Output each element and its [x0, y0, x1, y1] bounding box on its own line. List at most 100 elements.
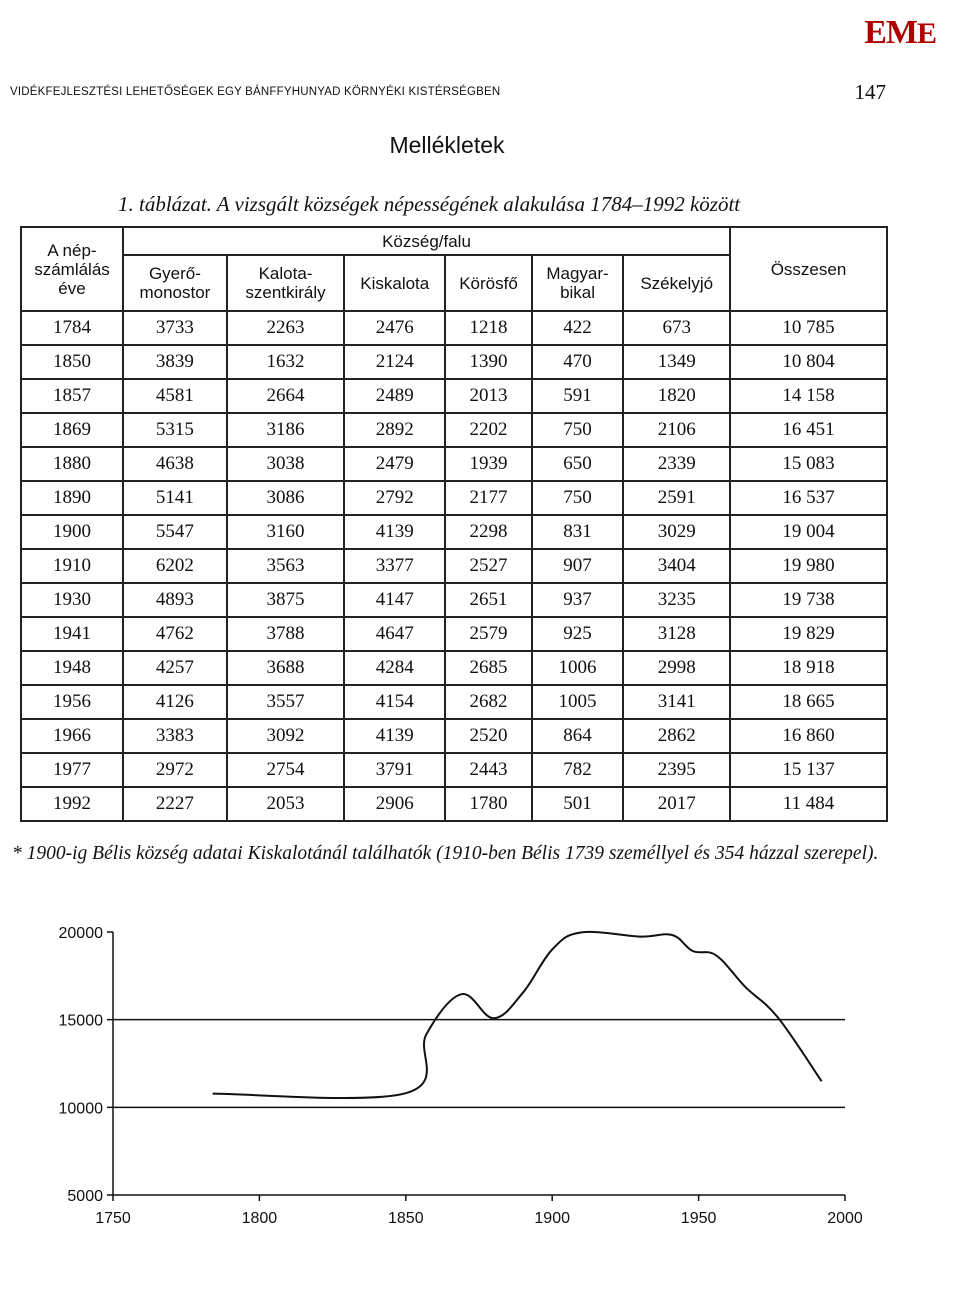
cell-year: 1880	[20, 446, 124, 482]
cell-szekelyjo: 1349	[622, 344, 731, 380]
logo-letter-m: M	[885, 14, 918, 51]
cell-kiskalota: 2906	[343, 786, 447, 822]
x-tick-label: 2000	[827, 1210, 863, 1227]
cell-magyarbikal: 591	[530, 378, 625, 414]
y-tick-label: 20000	[59, 925, 104, 942]
table-row: 1869 5315 3186 2892 2202 750 2106 16 451	[20, 412, 888, 448]
cell-korosfo: 2579	[444, 616, 533, 652]
cell-korosfo: 2527	[444, 548, 533, 584]
cell-kalotaszentkiraly: 3038	[225, 446, 346, 482]
cell-year: 1890	[20, 480, 124, 516]
cell-kalotaszentkiraly: 2664	[225, 378, 346, 414]
cell-magyarbikal: 1005	[530, 684, 625, 720]
cell-gyeromonostor: 4893	[122, 582, 228, 618]
cell-magyarbikal: 925	[530, 616, 625, 652]
cell-year: 1930	[20, 582, 124, 618]
table-row: 1880 4638 3038 2479 1939 650 2339 15 083	[20, 446, 888, 482]
y-tick-label: 5000	[67, 1188, 103, 1205]
cell-kiskalota: 2892	[343, 412, 447, 448]
x-tick-label: 1950	[681, 1210, 717, 1227]
cell-korosfo: 2202	[444, 412, 533, 448]
table-row: 1850 3839 1632 2124 1390 470 1349 10 804	[20, 344, 888, 380]
cell-szekelyjo: 2591	[622, 480, 731, 516]
cell-kalotaszentkiraly: 1632	[225, 344, 346, 380]
cell-korosfo: 1939	[444, 446, 533, 482]
cell-szekelyjo: 3141	[622, 684, 731, 720]
population-table: A nép- számlálás éve Község/falu Összese…	[20, 226, 888, 822]
cell-korosfo: 2520	[444, 718, 533, 754]
table-row: 1977 2972 2754 3791 2443 782 2395 15 137	[20, 752, 888, 788]
header-total: Összesen	[729, 226, 888, 312]
table-row: 1910 6202 3563 3377 2527 907 3404 19 980	[20, 548, 888, 584]
cell-gyeromonostor: 4581	[122, 378, 228, 414]
header-gyeromonostor: Gyerő-monostor	[122, 254, 228, 312]
header-kalotaszentkiraly: Kalota-szentkirály	[225, 254, 346, 312]
cell-kiskalota: 4147	[343, 582, 447, 618]
cell-total: 16 860	[729, 718, 888, 754]
cell-gyeromonostor: 5141	[122, 480, 228, 516]
cell-year: 1869	[20, 412, 124, 448]
population-line-chart: 20000 15000 10000 5000 1750 1800 1850 1900 1950 2…	[59, 925, 863, 1227]
header-korosfo: Körösfő	[444, 254, 533, 312]
cell-korosfo: 2682	[444, 684, 533, 720]
x-tick-label: 1850	[388, 1210, 424, 1227]
cell-magyarbikal: 470	[530, 344, 625, 380]
cell-kiskalota: 4647	[343, 616, 447, 652]
x-tick-label: 1800	[242, 1210, 278, 1227]
cell-kalotaszentkiraly: 3086	[225, 480, 346, 516]
header-year-line2: számlálás	[34, 259, 110, 279]
header-kiskalota: Kiskalota	[343, 254, 447, 312]
cell-gyeromonostor: 4257	[122, 650, 228, 686]
cell-kiskalota: 3377	[343, 548, 447, 584]
table-header-row-2: Gyerő-monostor Kalota-szentkirály Kiskal…	[21, 254, 887, 312]
cell-kiskalota: 4139	[343, 718, 447, 754]
cell-magyarbikal: 864	[530, 718, 625, 754]
cell-year: 1857	[20, 378, 124, 414]
header-year-line3: éve	[58, 278, 86, 298]
cell-gyeromonostor: 5547	[122, 514, 228, 550]
table-row: 1930 4893 3875 4147 2651 937 3235 19 738	[20, 582, 888, 618]
cell-total: 11 484	[729, 786, 888, 822]
cell-kiskalota: 4284	[343, 650, 447, 686]
header-village-group: Község/falu	[122, 226, 731, 256]
cell-gyeromonostor: 3383	[122, 718, 228, 754]
cell-gyeromonostor: 6202	[122, 548, 228, 584]
cell-kalotaszentkiraly: 3875	[225, 582, 346, 618]
x-tick-label: 1750	[95, 1210, 131, 1227]
cell-szekelyjo: 3235	[622, 582, 731, 618]
cell-kalotaszentkiraly: 2053	[225, 786, 346, 822]
cell-szekelyjo: 2395	[622, 752, 731, 788]
table-row: 1966 3383 3092 4139 2520 864 2862 16 860	[20, 718, 888, 754]
cell-year: 1992	[20, 786, 124, 822]
cell-kalotaszentkiraly: 3160	[225, 514, 346, 550]
cell-korosfo: 2651	[444, 582, 533, 618]
cell-kalotaszentkiraly: 3186	[225, 412, 346, 448]
logo-letter-e2: E	[916, 17, 937, 50]
cell-kalotaszentkiraly: 3788	[225, 616, 346, 652]
cell-year: 1850	[20, 344, 124, 380]
cell-szekelyjo: 2106	[622, 412, 731, 448]
cell-gyeromonostor: 4126	[122, 684, 228, 720]
cell-magyarbikal: 750	[530, 480, 625, 516]
table-row: 1941 4762 3788 4647 2579 925 3128 19 829	[20, 616, 888, 652]
x-tick-label: 1900	[534, 1210, 570, 1227]
cell-total: 10 785	[729, 310, 888, 346]
header-kalota-line1: Kalota-	[258, 264, 313, 283]
table-row: 1956 4126 3557 4154 2682 1005 3141 18 665	[20, 684, 888, 720]
header-census-year: A nép- számlálás éve	[20, 226, 124, 312]
cell-szekelyjo: 3404	[622, 548, 731, 584]
table-row: 1948 4257 3688 4284 2685 1006 2998 18 918	[20, 650, 888, 686]
cell-korosfo: 2298	[444, 514, 533, 550]
cell-gyeromonostor: 2972	[122, 752, 228, 788]
cell-magyarbikal: 937	[530, 582, 625, 618]
cell-gyeromonostor: 3839	[122, 344, 228, 380]
cell-korosfo: 2013	[444, 378, 533, 414]
cell-szekelyjo: 2862	[622, 718, 731, 754]
cell-kalotaszentkiraly: 3092	[225, 718, 346, 754]
cell-kiskalota: 3791	[343, 752, 447, 788]
header-magyar-line1: Magyar-	[546, 264, 609, 283]
running-title: VIDÉKFEJLESZTÉSI LEHETŐSÉGEK EGY BÁNFFYH…	[10, 86, 501, 98]
cell-korosfo: 1218	[444, 310, 533, 346]
header-gyero-line2: monostor	[139, 283, 211, 302]
header-kalota-line2: szentkirály	[245, 283, 326, 302]
